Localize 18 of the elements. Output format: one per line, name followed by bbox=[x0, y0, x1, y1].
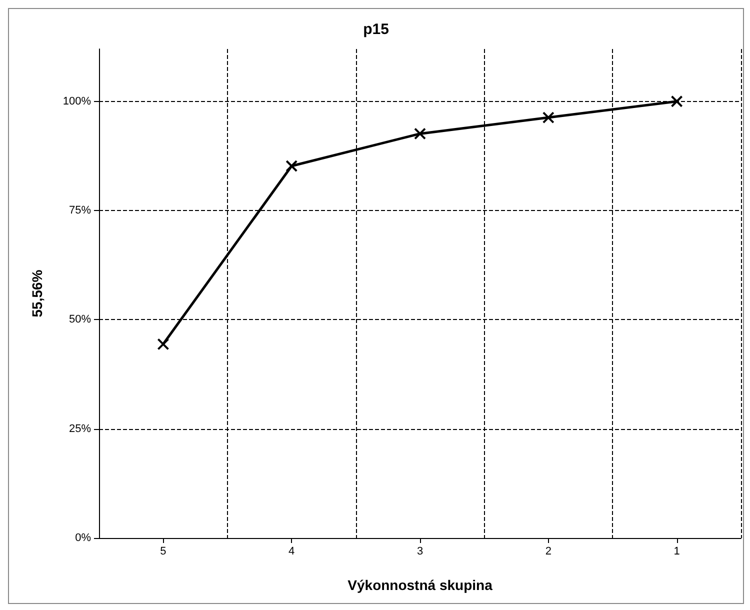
x-tick-label: 2 bbox=[545, 546, 552, 558]
x-tick-label: 5 bbox=[160, 546, 166, 558]
y-tick-label: 0% bbox=[75, 532, 92, 544]
x-tick-label: 1 bbox=[674, 546, 680, 558]
x-tick-label: 3 bbox=[416, 546, 424, 558]
y-tick-label: 50% bbox=[68, 314, 92, 326]
chart-title: p15 bbox=[363, 21, 389, 38]
y-tick-label: 25% bbox=[68, 422, 92, 435]
point bbox=[670, 95, 683, 108]
y-tick-label: 75% bbox=[68, 204, 92, 217]
point bbox=[542, 112, 554, 124]
x-axis-title: Výkonnostná skupina bbox=[348, 577, 493, 593]
y-axis-title: 55,56% bbox=[29, 269, 45, 318]
x-tick-label: 4 bbox=[288, 546, 295, 558]
y-tick-label: 100% bbox=[62, 95, 92, 108]
point bbox=[414, 128, 426, 140]
point bbox=[157, 338, 170, 350]
point bbox=[286, 160, 298, 172]
